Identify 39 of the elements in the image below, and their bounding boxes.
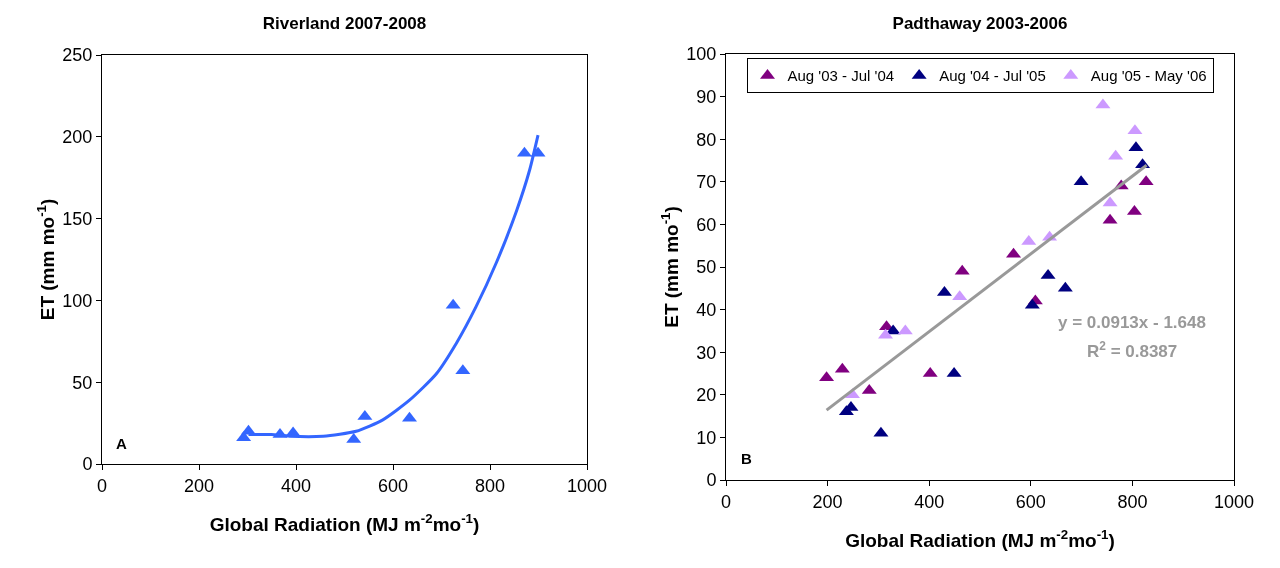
x-tick-label: 200 (183, 475, 215, 496)
x-tick-label: 1000 (566, 475, 608, 496)
x-axis-title: Global Radiation (MJ m$^{-2}$mo$^{-1}$) (209, 511, 480, 535)
y-tick-label: 250 (62, 45, 93, 66)
x-tick-label: 0 (96, 475, 108, 496)
legend-label: Aug '05 - May '06 (1090, 67, 1207, 85)
y-tick-label: 50 (696, 257, 717, 278)
x-tick-label: 800 (474, 475, 506, 496)
y-tick-label: 50 (72, 372, 93, 393)
x-tick-label: 1000 (1213, 491, 1255, 512)
y-tick-label: 70 (696, 172, 717, 193)
legend-label: Aug '04 - Jul '05 (939, 67, 1046, 85)
y-tick-label: 100 (686, 44, 717, 65)
y-tick-label: 10 (696, 427, 717, 448)
x-tick-label: 800 (1117, 491, 1148, 512)
annotation: R$^{2}$ = 0.8387 (1087, 339, 1178, 362)
y-tick-label: 0 (82, 454, 93, 475)
x-tick-label: 200 (812, 491, 843, 512)
annotation: B (741, 450, 752, 467)
y-tick-label: 30 (696, 342, 717, 363)
x-tick-label: 0 (720, 491, 732, 512)
y-tick-label: 60 (696, 214, 717, 235)
chart-title: Padthaway 2003-2006 (892, 13, 1068, 33)
y-tick-label: 20 (696, 385, 717, 406)
chart-title: Riverland 2007-2008 (262, 13, 427, 33)
x-axis-title: Global Radiation (MJ m$^{-2}$mo$^{-1}$) (845, 527, 1115, 551)
x-tick-label: 600 (1015, 491, 1046, 512)
y-tick-label: 80 (696, 129, 717, 150)
y-tick-label: 90 (696, 86, 717, 107)
legend-label: Aug '03 - Jul '04 (787, 67, 895, 85)
y-tick-label: 200 (62, 127, 93, 148)
x-tick-label: 400 (914, 491, 945, 512)
y-tick-label: 150 (62, 208, 93, 229)
annotation: y = 0.0913x - 1.648 (1058, 313, 1206, 332)
x-tick-label: 400 (280, 475, 312, 496)
annotation: A (116, 435, 127, 452)
y-tick-label: 40 (696, 299, 717, 320)
x-tick-label: 600 (377, 475, 409, 496)
y-tick-label: 100 (62, 290, 93, 311)
